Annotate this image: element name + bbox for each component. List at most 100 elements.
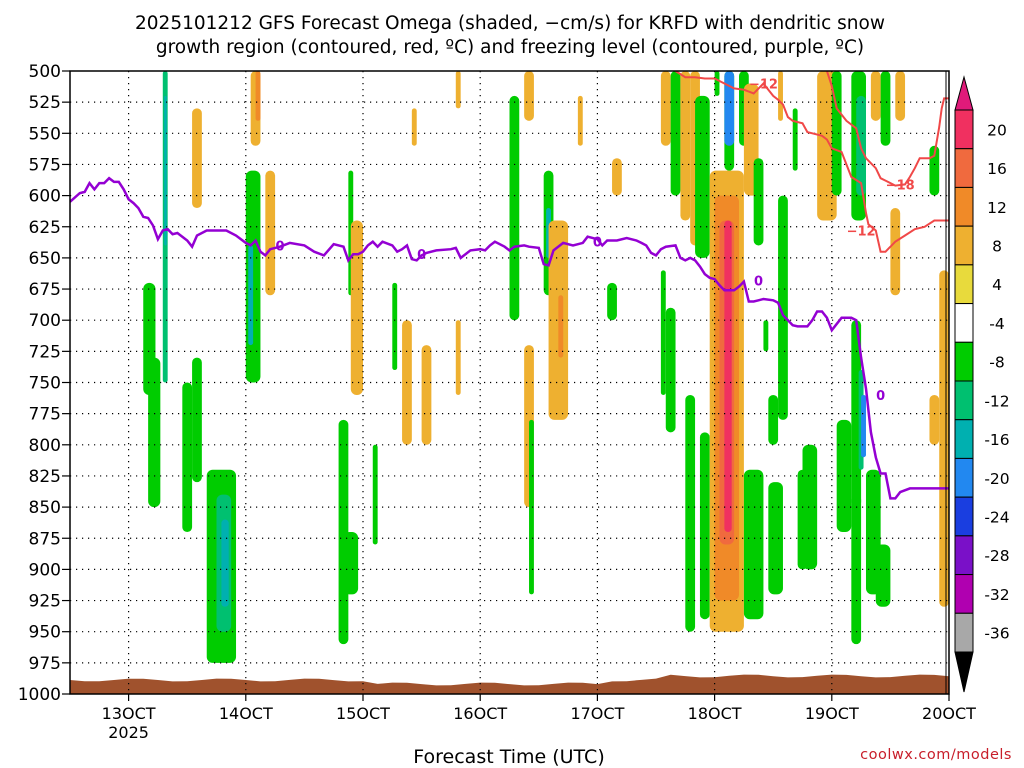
y-tick-label: 850 (29, 498, 61, 518)
colorbar-label: 8 (992, 238, 1002, 256)
omega-cell (577, 95, 583, 146)
colorbar-swatch (954, 612, 974, 653)
colorbar-legend: 20 16 12 8 4 -4 -8 -12 -16 -20 -24 -28 -32 -36 (954, 75, 1010, 693)
x-tick-label: 19OCT (805, 704, 859, 723)
omega-cell (558, 295, 564, 358)
omega-cell (685, 394, 696, 632)
x-tick-label: 20OCT (922, 704, 976, 723)
y-tick-label: 925 (29, 592, 61, 612)
freezing-level-line (70, 176, 949, 500)
pressure-axis: 500 525 550 575 600 625 650 675 700 725 750 775 800 8… (18, 62, 70, 705)
y-tick-label: 700 (29, 311, 61, 331)
omega-cell (778, 195, 788, 420)
omega-cell (870, 71, 881, 121)
omega-cell (929, 145, 940, 196)
y-tick-label: 675 (29, 280, 61, 300)
colorbar-swatch (954, 496, 974, 537)
omega-cell (763, 320, 769, 352)
y-tick-label: 1000 (18, 685, 61, 705)
isotherm-minus18-line (825, 71, 949, 187)
omega-cell (714, 71, 720, 96)
colorbar-label: -4 (989, 315, 1004, 333)
colorbar-label: -16 (984, 431, 1009, 449)
y-tick-label: 975 (29, 654, 61, 674)
omega-cell (265, 170, 276, 296)
freezing-level-label: 0 (593, 236, 602, 251)
colorbar-swatch (954, 264, 974, 305)
omega-cell (248, 245, 254, 346)
x-tick-label: 14OCT (219, 704, 273, 723)
omega-cell (192, 108, 202, 209)
omega-cell (743, 469, 764, 620)
omega-cell (221, 519, 229, 607)
omega-cell (411, 108, 417, 146)
y-tick-label: 500 (29, 62, 61, 82)
colorbar-swatch (954, 148, 974, 188)
colorbar-top-arrow (954, 75, 974, 111)
omega-cell (372, 444, 378, 545)
x-tick-label: 18OCT (688, 704, 742, 723)
omega-cell (724, 71, 735, 146)
colorbar-label: 20 (987, 121, 1007, 139)
freezing-level-label: 0 (417, 248, 426, 263)
omega-shading (70, 71, 949, 694)
omega-cell (612, 158, 622, 196)
colorbar-swatch (954, 186, 974, 227)
freezing-level-label: 0 (876, 389, 885, 404)
omega-cell (929, 394, 940, 445)
freezing-level-label: 0 (275, 239, 284, 254)
omega-cell (455, 71, 461, 109)
omega-cell (455, 320, 461, 395)
colorbar-swatch (954, 457, 974, 498)
omega-cell (699, 432, 710, 620)
isotherm-minus12-label: −12 (847, 224, 876, 239)
contour-lines: 0 0 0 0 0 −12 −12 −18 (70, 71, 949, 500)
x-tick-label: 15OCT (336, 704, 390, 723)
omega-cell (680, 71, 691, 221)
omega-cell (665, 307, 676, 433)
colorbar-swatch (954, 109, 974, 150)
omega-cell (660, 270, 666, 395)
freezing-level-label: 0 (754, 274, 763, 289)
x-axis-label: Forecast Time (UTC) (413, 746, 604, 768)
omega-cell (164, 95, 167, 246)
y-tick-label: 800 (29, 436, 61, 456)
credit-link[interactable]: coolwx.com/models (860, 747, 1012, 763)
omega-cell (792, 108, 798, 171)
omega-cell (875, 544, 891, 607)
omega-cell (148, 357, 161, 508)
colorbar-label: -8 (989, 354, 1004, 372)
colorbar-label: -32 (984, 586, 1009, 604)
colorbar-swatch (954, 341, 974, 382)
omega-cell (182, 382, 193, 533)
omega-cell (695, 95, 710, 258)
omega-cell (607, 282, 617, 321)
colorbar-bottom-arrow (954, 651, 974, 693)
y-tick-label: 550 (29, 124, 61, 144)
terrain-band (70, 674, 949, 694)
y-tick-label: 875 (29, 529, 61, 549)
y-tick-label: 825 (29, 467, 61, 487)
colorbar-swatch (954, 380, 974, 421)
omega-cell (768, 394, 779, 445)
omega-cell (778, 71, 783, 121)
y-tick-label: 725 (29, 342, 61, 362)
omega-cell (524, 71, 534, 121)
colorbar-swatch (954, 419, 974, 459)
omega-cell (192, 357, 202, 483)
omega-cell (753, 158, 764, 246)
omega-cell (529, 419, 534, 595)
omega-cell (255, 71, 261, 121)
omega-cell (392, 282, 398, 371)
colorbar-label: -28 (984, 547, 1009, 565)
y-tick-label: 650 (29, 249, 61, 269)
colorbar-label: 4 (992, 276, 1002, 294)
y-tick-label: 900 (29, 560, 61, 580)
y-tick-label: 775 (29, 405, 61, 425)
omega-cell (343, 532, 359, 595)
omega-cell (802, 444, 818, 570)
colorbar-swatch (954, 535, 974, 576)
omega-cell (890, 208, 901, 296)
